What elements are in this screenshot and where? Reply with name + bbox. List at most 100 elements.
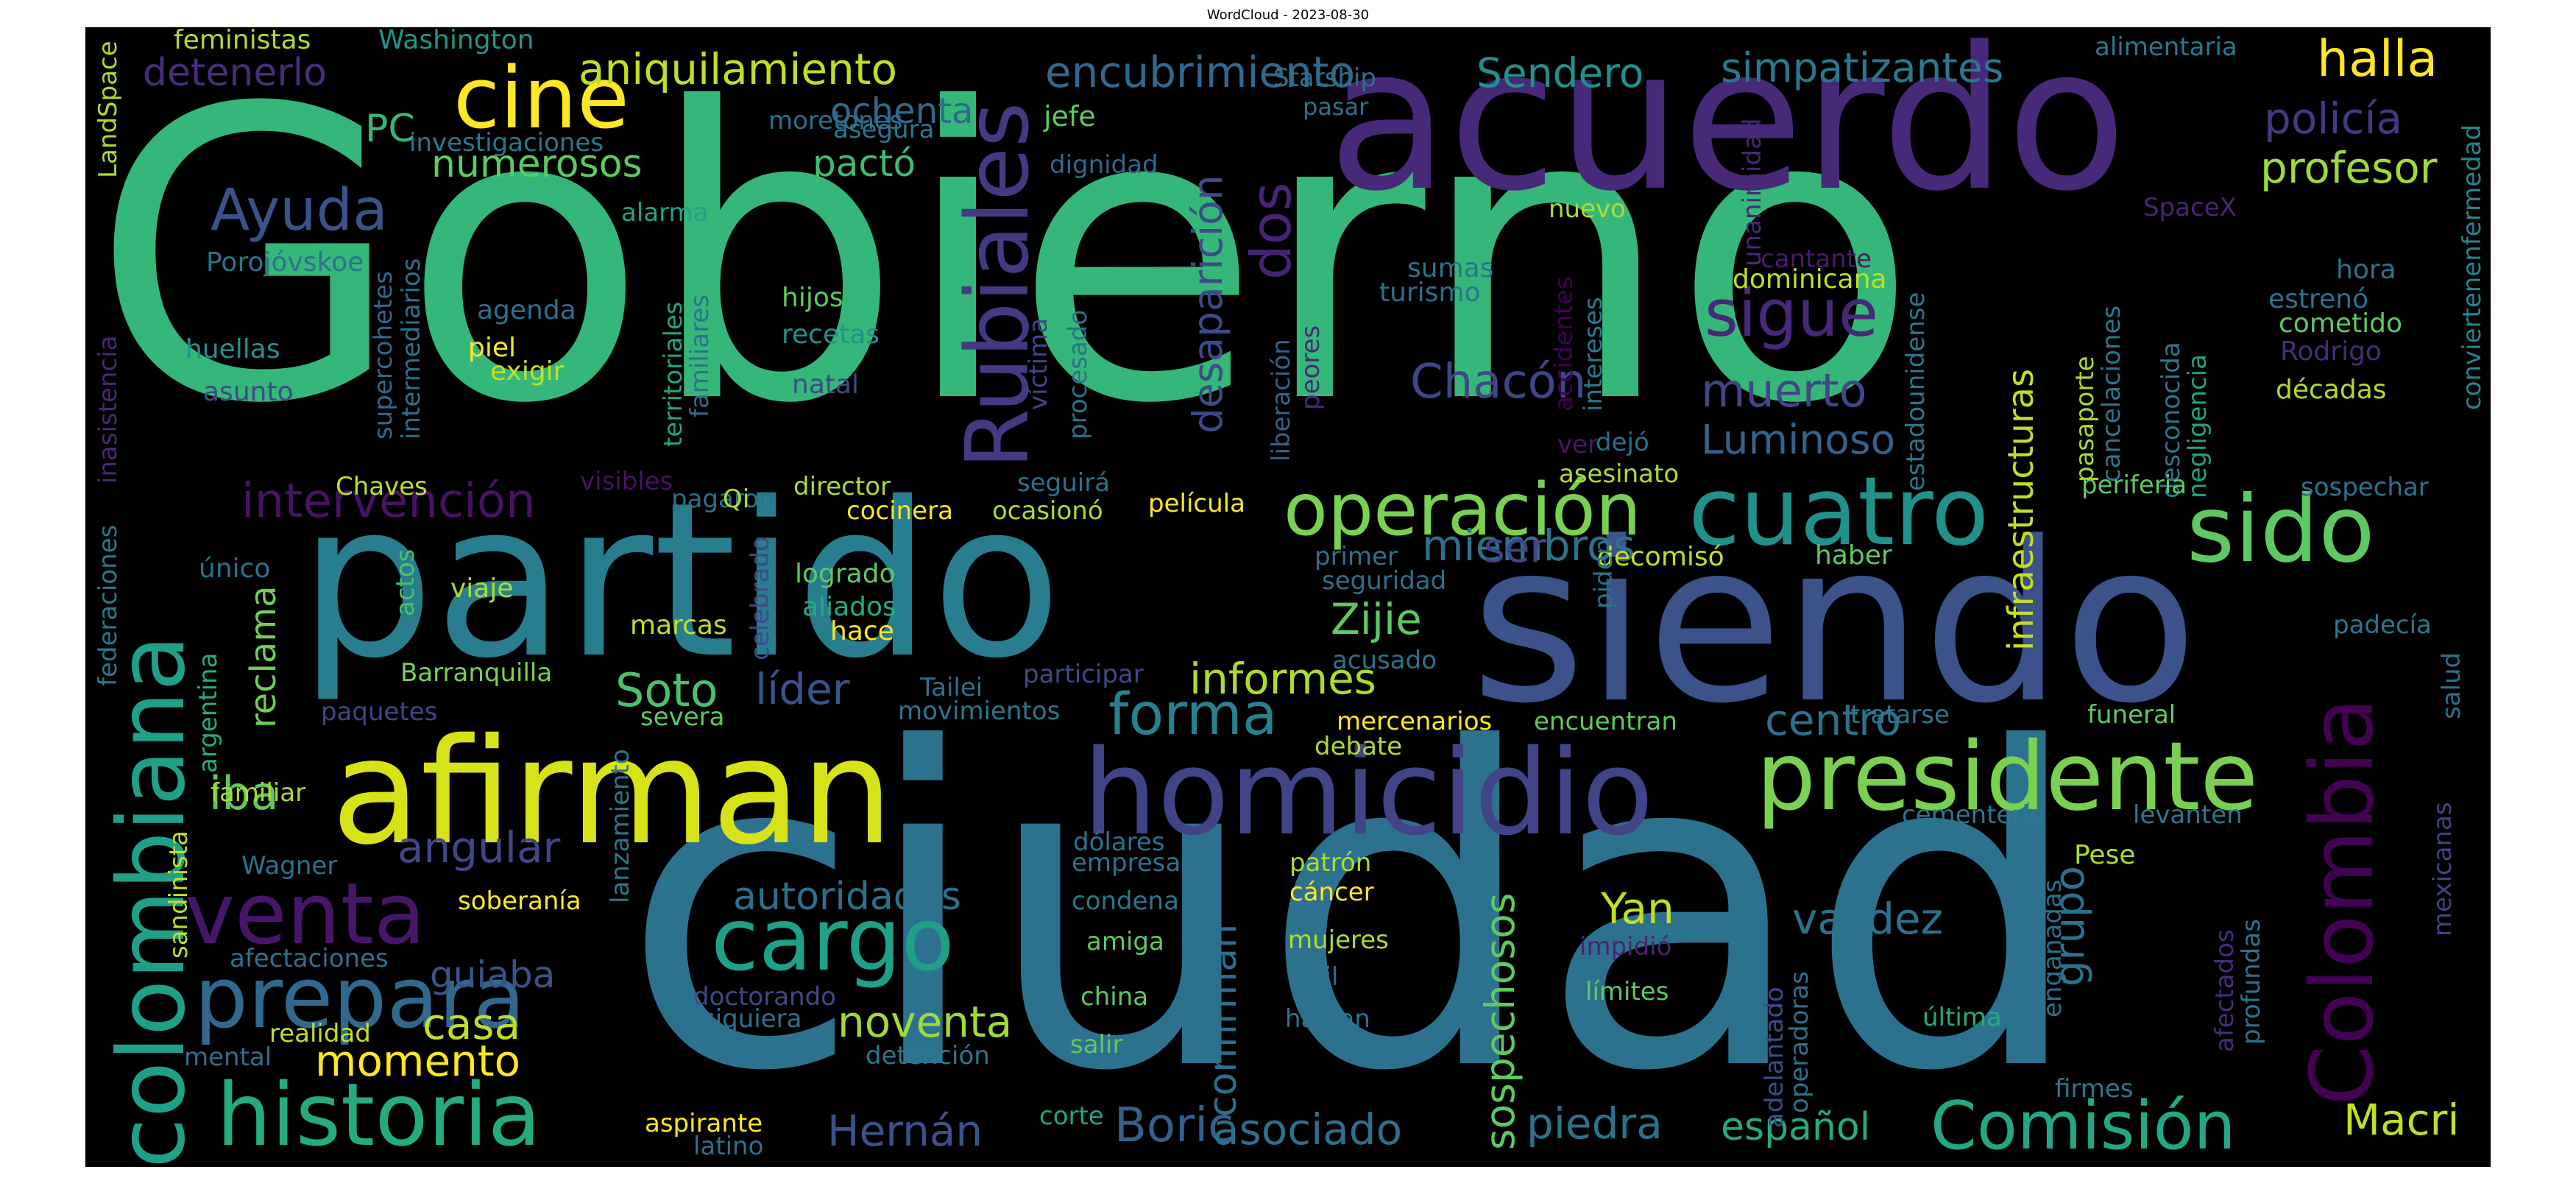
word: Rodrigo — [2280, 336, 2382, 367]
word: afectados — [2210, 929, 2240, 1052]
word: momento — [315, 1036, 521, 1086]
word: director — [793, 472, 891, 501]
word: prepara — [194, 949, 526, 1048]
word: supercohetes — [369, 271, 398, 440]
word: procesado — [1064, 309, 1093, 440]
word: patrón — [1289, 848, 1372, 878]
word: muerto — [1701, 364, 1867, 417]
word: halla — [2317, 30, 2438, 88]
word: Chaves — [336, 472, 428, 501]
word: líder — [755, 664, 850, 714]
word: numerosos — [431, 142, 643, 186]
word: ocasionó — [992, 496, 1103, 526]
word: conviertenenfermedad — [2458, 124, 2487, 410]
word: hijos — [782, 283, 843, 313]
word: piedra — [1526, 1098, 1663, 1149]
word: huellas — [185, 334, 280, 364]
word: LandSpace — [93, 40, 123, 178]
word: cargo — [711, 889, 955, 990]
word: SpaceX — [2143, 193, 2237, 222]
word: feministas — [174, 27, 311, 55]
word: dignidad — [1050, 150, 1158, 180]
word: salir — [1070, 1030, 1123, 1059]
word: autoridades — [733, 875, 961, 919]
word: sospechar — [2301, 473, 2429, 502]
word: moretones — [768, 106, 903, 135]
word: pasaporte — [2070, 356, 2100, 482]
word: aliados — [802, 592, 896, 622]
word: accidentes — [1549, 276, 1579, 412]
word: sumas — [1407, 253, 1494, 283]
word: reclama — [243, 585, 284, 728]
word: operadoras — [1785, 970, 1814, 1113]
word: iba — [209, 766, 279, 820]
word: jefe — [1044, 100, 1096, 133]
word: actos — [391, 549, 420, 616]
word: homicidio — [1083, 724, 1654, 861]
word: amiga — [1086, 927, 1164, 956]
word: Colombia — [2291, 697, 2393, 1106]
word: infraestructuras — [2000, 368, 2042, 651]
word: forma — [1108, 682, 1278, 748]
word: simpatizantes — [1721, 44, 2004, 91]
word: acusado — [1332, 646, 1437, 675]
word: inasistencia — [93, 335, 123, 484]
word: décadas — [2276, 375, 2387, 405]
word: decomisó — [1597, 542, 1724, 572]
word: dejó — [1596, 428, 1649, 457]
word: Rubiales — [946, 102, 1048, 469]
word: estrenó — [2268, 284, 2369, 314]
word: doctorando — [693, 982, 836, 1012]
word: asociado — [1213, 1104, 1403, 1154]
word: peores — [1296, 325, 1326, 410]
word: víctima — [1024, 318, 1053, 410]
word: presidente — [1756, 722, 2259, 832]
word: recetas — [782, 320, 880, 350]
word: logrado — [795, 559, 896, 589]
word: familiares — [685, 294, 715, 417]
word: cancelaciones — [2097, 305, 2126, 482]
word: funeral — [2087, 700, 2176, 730]
word: miembros — [1422, 521, 1635, 571]
word: Ayuda — [210, 177, 388, 244]
word: película — [1148, 489, 1245, 518]
word: Luminoso — [1701, 416, 1896, 463]
word: Soto — [615, 663, 718, 717]
word: mexicanas — [2428, 802, 2458, 937]
word: Washington — [378, 27, 534, 55]
word: intermediarios — [397, 258, 426, 440]
word: debate — [1314, 732, 1403, 761]
word: detenerlo — [143, 51, 327, 95]
word: sigue — [1705, 275, 1879, 351]
word: afirman — [331, 707, 894, 877]
word: dominicana — [1733, 264, 1887, 294]
word: china — [1080, 982, 1149, 1012]
word: Qi — [723, 484, 750, 514]
word-cloud: Gobierno ciudad partido siendo acuerdo a… — [85, 27, 2491, 1167]
word: Hernán — [827, 1106, 983, 1156]
word: afectaciones — [230, 944, 389, 973]
word: tratarse — [1850, 700, 1950, 730]
word: profundas — [2237, 919, 2266, 1045]
word: haber — [1815, 540, 1892, 571]
word: exigir — [490, 356, 565, 387]
word: angular — [397, 822, 561, 872]
word: hora — [2336, 255, 2396, 285]
word: dos — [1239, 182, 1303, 280]
word: encubrimiento — [1045, 47, 1356, 97]
word: Barranquilla — [400, 658, 553, 688]
word: empresa — [1072, 848, 1181, 878]
word: confirman — [1201, 923, 1245, 1117]
word: aniquilamiento — [578, 44, 898, 94]
word: cine — [453, 49, 629, 148]
word: adelantado — [1760, 987, 1789, 1128]
word: cementerio — [1902, 800, 2045, 830]
word: Macri — [2343, 1095, 2460, 1145]
word: hace — [830, 616, 894, 646]
word: PC — [365, 107, 415, 151]
word: noventa — [838, 997, 1013, 1047]
word: investigaciones — [409, 128, 604, 158]
word: soberanía — [458, 886, 581, 916]
word: partido — [299, 457, 1062, 705]
word: profesor — [2260, 143, 2438, 193]
